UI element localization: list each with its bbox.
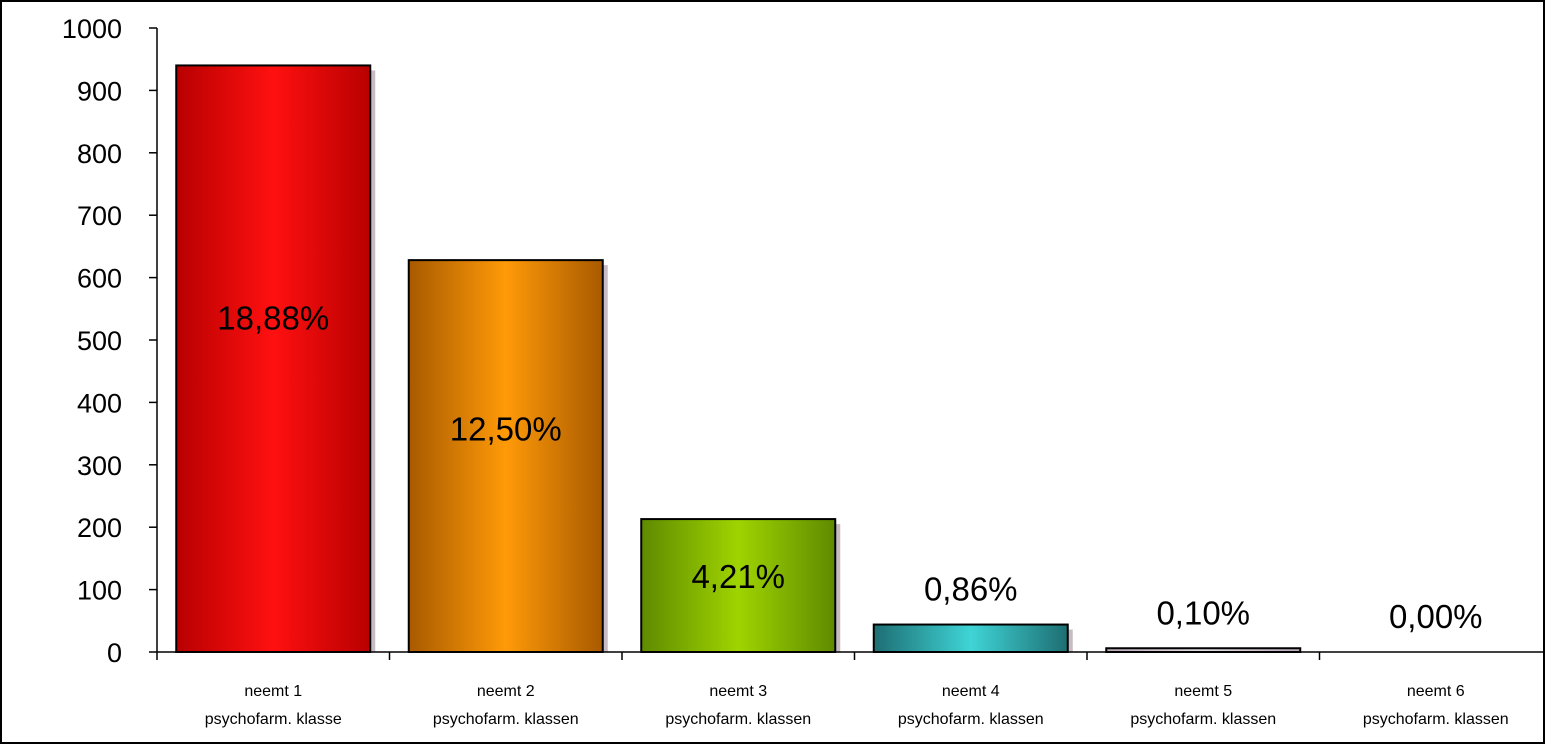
x-category-label: neemt 3: [709, 683, 767, 700]
y-tick-label: 200: [77, 513, 122, 543]
y-tick-label: 700: [77, 201, 122, 231]
x-category-label: neemt 6: [1407, 683, 1465, 700]
data-labels: 18,88% 12,50% 4,21% 0,86% 0,10% 0,00%: [217, 300, 1482, 635]
x-category-label: neemt 1: [244, 683, 302, 700]
y-tick-label: 600: [77, 264, 122, 294]
y-tick-label: 500: [77, 326, 122, 356]
y-tick-label: 400: [77, 388, 122, 418]
data-label-4: 0,86%: [924, 571, 1018, 608]
data-label-5: 0,10%: [1156, 594, 1250, 631]
x-category-label: psychofarm. klassen: [433, 711, 579, 728]
y-axis: 0 100 200 300 400 500 600 700 800 900 1000: [62, 14, 158, 668]
y-tick-label: 100: [77, 576, 122, 606]
bar-3: [640, 518, 837, 654]
y-tick-label: 800: [77, 139, 122, 169]
bars: [175, 64, 1302, 654]
data-label-6: 0,00%: [1389, 598, 1483, 635]
y-tick-label: 1000: [62, 14, 122, 44]
data-label-3: 4,21%: [691, 558, 785, 595]
y-tick-label: 0: [107, 638, 122, 668]
bar-2: [407, 259, 604, 653]
x-category-label: psychofarm. klassen: [898, 711, 1044, 728]
x-category-label: neemt 2: [477, 683, 535, 700]
y-tick-label: 300: [77, 451, 122, 481]
x-category-label: neemt 4: [942, 683, 1000, 700]
x-category-label: psychofarm. klassen: [1130, 711, 1276, 728]
data-label-2: 12,50%: [450, 411, 562, 448]
x-category-label: psychofarm. klasse: [205, 711, 342, 728]
bar-1: [175, 64, 372, 653]
x-axis: neemt 1 psychofarm. klasse neemt 2 psychofa…: [156, 651, 1545, 728]
x-category-label: psychofarm. klassen: [665, 711, 811, 728]
y-tick-label: 900: [77, 76, 122, 106]
x-category-label: neemt 5: [1174, 683, 1232, 700]
data-label-1: 18,88%: [217, 300, 329, 337]
x-category-label: psychofarm. klassen: [1363, 711, 1509, 728]
bar-4: [872, 623, 1069, 654]
